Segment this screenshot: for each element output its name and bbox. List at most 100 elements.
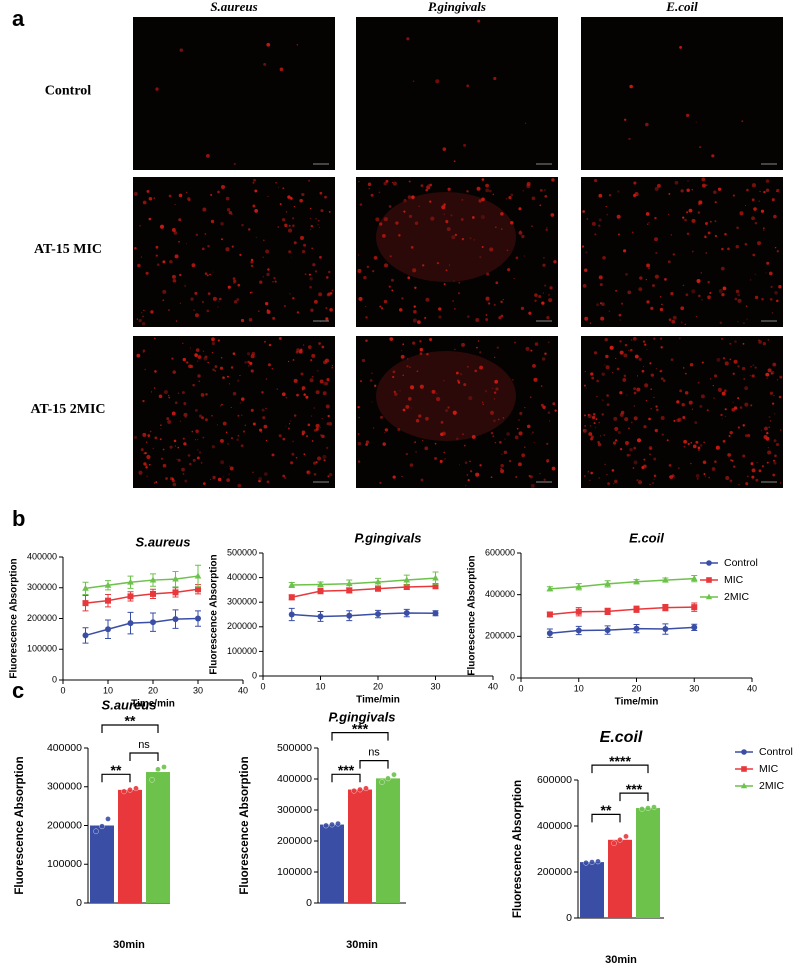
micrograph-spot (723, 389, 727, 393)
micrograph-spot (711, 154, 715, 158)
micrograph-spot (218, 300, 220, 303)
micrograph-spot (227, 443, 229, 445)
data-point (403, 610, 410, 617)
micrograph-spot (648, 222, 650, 224)
micrograph-spot (651, 481, 655, 485)
micrograph-spot (746, 318, 748, 320)
micrograph-spot (765, 436, 770, 441)
micrograph-spot (654, 186, 659, 191)
micrograph-spot (552, 402, 556, 406)
micrograph-spot (420, 184, 424, 187)
micrograph-spot (683, 445, 686, 448)
micrograph-spot (516, 427, 519, 430)
micrograph-spot (691, 189, 693, 191)
micrograph-spot (656, 408, 659, 412)
micrograph-spot (262, 256, 264, 258)
micrograph-spot (546, 459, 550, 463)
micrograph-spot (649, 362, 652, 365)
micrograph-spot (762, 227, 765, 230)
data-point (546, 611, 553, 618)
micrograph-spot (629, 447, 633, 452)
bar (320, 824, 344, 903)
replicate-point (611, 840, 617, 847)
series-line (85, 575, 199, 590)
micrograph-spot (763, 190, 766, 194)
micrograph-spot (403, 210, 406, 213)
significance-bracket (331, 773, 361, 783)
micrograph-spot (529, 396, 532, 399)
micrograph-spot (196, 360, 199, 362)
micrograph-spot (459, 373, 463, 376)
micrograph-spot (181, 391, 185, 395)
micrograph-spot (698, 200, 703, 205)
micrograph-spot (666, 439, 669, 442)
micrograph-spot (250, 369, 254, 373)
replicate-point (617, 837, 623, 843)
micrograph-spot (313, 461, 317, 465)
micrograph-spot (601, 302, 605, 306)
micrograph-spot (633, 446, 637, 450)
x-tick-label: 30 (430, 681, 440, 691)
micrograph-spot (745, 305, 748, 307)
micrograph-spot (134, 246, 137, 250)
micrograph-spot (759, 190, 761, 193)
data-point (575, 583, 583, 590)
micrograph-spot (322, 454, 327, 459)
micrograph-spot (617, 190, 620, 193)
micrograph-spot (619, 391, 623, 395)
row-label: Control (45, 84, 92, 99)
micrograph-spot (452, 300, 454, 302)
legend-label: 2MIC (724, 591, 750, 603)
data-point (82, 584, 89, 591)
micrograph-spot (174, 445, 176, 447)
y-tick-label: 200000 (227, 621, 257, 631)
micrograph-spot (645, 399, 648, 402)
micrograph-spot (496, 346, 500, 349)
micrograph-spot (633, 405, 636, 407)
micrograph-spot (365, 443, 369, 446)
micrograph-spot (179, 420, 181, 422)
micrograph-spot (606, 403, 610, 407)
micrograph-spot (619, 340, 622, 343)
micrograph-spot (358, 416, 360, 419)
micrograph-spot (317, 224, 319, 226)
micrograph-spot (634, 354, 639, 359)
micrograph-spot (148, 217, 152, 221)
micrograph-spot (278, 434, 282, 438)
micrograph-spot (494, 441, 497, 444)
micrograph-spot (153, 387, 156, 389)
micrograph-spot (584, 268, 588, 272)
micrograph-spot (598, 218, 602, 222)
micrograph-spot (636, 387, 641, 392)
micrograph-spot (681, 402, 685, 407)
micrograph-spot (544, 189, 546, 191)
micrograph-spot (606, 213, 609, 216)
micrograph-spot (158, 394, 163, 399)
micrograph-spot (311, 440, 314, 442)
micrograph-spot (548, 420, 551, 422)
micrograph-spot (251, 351, 256, 356)
micrograph-spot (253, 178, 256, 182)
micrograph-spot (615, 357, 617, 360)
micrograph-spot (638, 357, 642, 361)
micrograph-spot (466, 190, 469, 193)
micrograph-spot (304, 273, 307, 276)
micrograph-spot (331, 366, 334, 369)
micrograph-spot (686, 232, 690, 236)
micrograph-spot (279, 67, 284, 72)
micrograph-spot (463, 383, 467, 387)
micrograph-spot (416, 320, 421, 325)
micrograph-spot (734, 340, 737, 343)
micrograph-spot (715, 445, 720, 450)
data-point (104, 581, 112, 588)
y-tick-label: 600000 (485, 547, 515, 557)
micrograph-spot (588, 432, 593, 436)
micrograph-spot (454, 308, 456, 310)
micrograph-spot (775, 442, 780, 447)
micrograph-spot (322, 391, 327, 396)
x-axis-label: Time/min (131, 699, 175, 710)
micrograph-spot (466, 365, 469, 368)
micrograph-spot (237, 414, 240, 417)
micrograph-spot (216, 424, 218, 426)
micrograph-spot (183, 412, 188, 417)
